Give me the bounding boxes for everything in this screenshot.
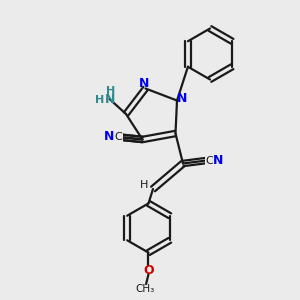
Text: CH₃: CH₃ — [136, 284, 155, 294]
Text: N: N — [139, 76, 149, 90]
Text: H: H — [140, 180, 148, 190]
Text: C: C — [115, 131, 122, 142]
Text: N: N — [105, 93, 116, 106]
Text: N: N — [177, 92, 188, 106]
Text: H: H — [106, 86, 115, 97]
Text: H: H — [95, 94, 104, 105]
Text: N: N — [213, 154, 224, 167]
Text: O: O — [143, 263, 154, 277]
Text: C: C — [206, 155, 213, 166]
Text: N: N — [104, 130, 115, 143]
